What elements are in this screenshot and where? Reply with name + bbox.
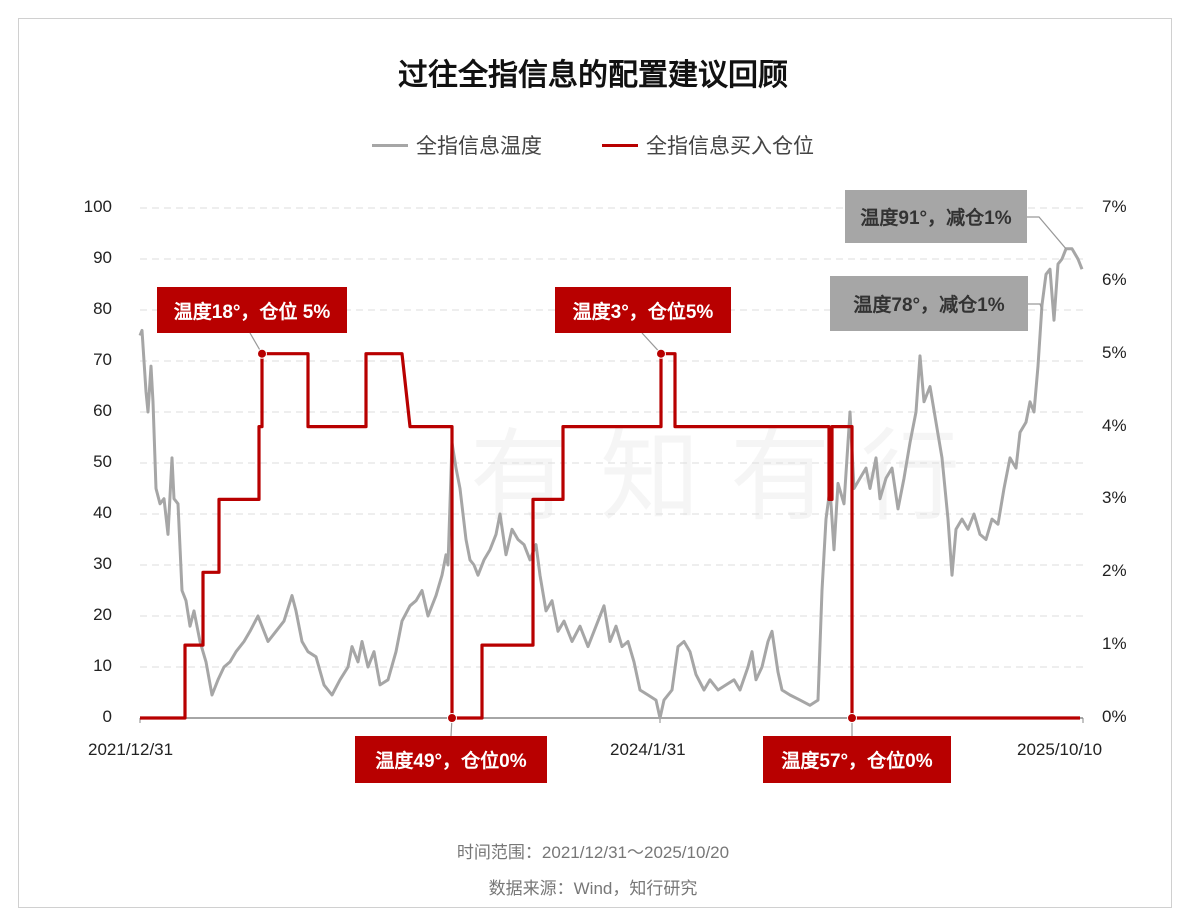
x-tick-label: 2024/1/31 [610,740,686,759]
y-right-tick-label: 5% [1102,342,1127,362]
footer-time-range: 时间范围：2021/12/31～2025/10/20 [456,843,730,862]
y-left-tick-label: 10 [93,656,112,675]
y-left-tick-label: 60 [93,401,112,420]
y-left-tick-label: 20 [93,605,112,624]
y-right-tick-label: 3% [1102,488,1127,508]
annotation-marker [257,348,267,359]
y-left-tick-label: 40 [93,503,112,522]
annotation-57: 温度57°，仓位0% [763,736,951,783]
legend-label-position: 全指信息买入仓位 [646,135,814,158]
annotation-marker [656,348,666,359]
y-left-tick-label: 90 [93,248,112,267]
annotation-91: 温度91°，减仓1% [845,190,1027,243]
y-right-tick-label: 1% [1102,634,1127,654]
annotation-3: 温度3°，仓位5% [555,287,731,333]
chart-frame [18,18,1172,908]
annotation-marker [847,713,857,723]
x-tick-label: 2025/10/10 [1017,740,1103,759]
y-right-tick-label: 7% [1102,197,1127,216]
y-left-tick-label: 30 [93,554,112,573]
legend-label-temperature: 全指信息温度 [416,135,542,158]
y-right-tick-label: 6% [1102,269,1127,289]
y-left-tick-label: 0 [102,707,112,726]
y-right-tick-label: 4% [1102,415,1127,435]
legend-item-temperature: 全指信息温度 [372,130,542,160]
temperature-line [138,247,1084,720]
annotation-leader [1028,303,1043,311]
annotation-marker [447,713,457,723]
y-right-tick-label: 0% [1102,707,1127,726]
y-left-tick-label: 80 [93,299,112,318]
y-left-tick-label: 50 [93,452,112,471]
footer-source: 数据来源：Wind，知行研究 [488,879,698,898]
y-right-tick-label: 2% [1102,561,1127,581]
annotation-78: 温度78°，减仓1% [830,276,1028,331]
chart-title: 过往全指信息的配置建议回顾 [398,59,788,92]
annotation-leader [1027,216,1067,250]
annotation-18: 温度18°，仓位 5% [157,287,347,333]
legend-swatch-position [602,143,638,147]
legend: 全指信息温度 全指信息买入仓位 [0,130,1186,160]
legend-swatch-temperature [372,143,408,147]
annotation-49: 温度49°，仓位0% [355,736,547,783]
position-line [140,352,1080,720]
legend-item-position: 全指信息买入仓位 [602,130,814,160]
y-left-tick-label: 100 [83,197,112,216]
x-tick-label: 2021/12/31 [88,740,174,759]
y-left-tick-label: 70 [93,350,112,369]
